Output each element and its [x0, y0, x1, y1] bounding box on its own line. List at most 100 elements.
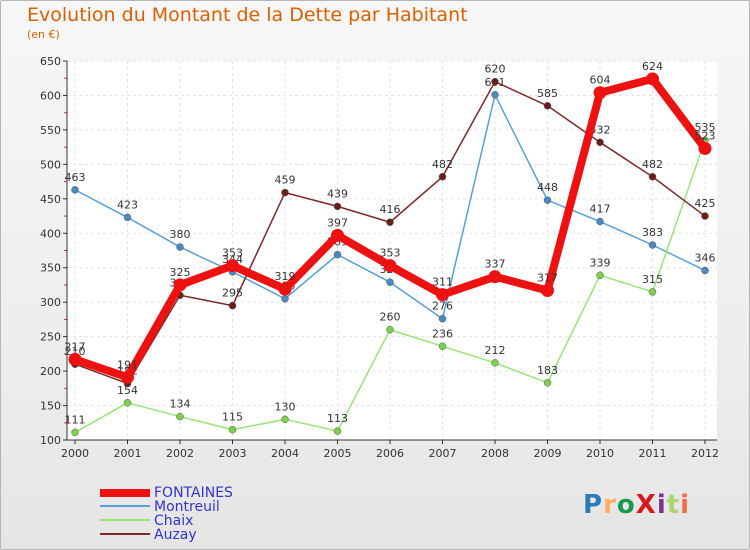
y-tick-label: 550 [40, 124, 61, 137]
y-tick-label: 400 [40, 227, 61, 240]
data-label-chaix: 115 [222, 411, 243, 424]
logo-letter: i [680, 490, 691, 520]
x-tick-label: 2010 [586, 447, 614, 460]
data-point-chaix [333, 427, 342, 435]
data-label-montreuil: 383 [642, 226, 663, 239]
data-point-montreuil [176, 243, 184, 251]
x-tick-label: 2009 [534, 447, 562, 460]
data-label-fontaines: 523 [695, 130, 716, 143]
data-point-auzay [386, 218, 394, 226]
data-point-chaix [386, 325, 394, 334]
y-tick-label: 200 [40, 365, 61, 378]
logo-letter: i [656, 490, 667, 520]
data-point-chaix [438, 342, 447, 351]
legend-label-montreuil: Montreuil [154, 499, 220, 515]
data-point-chaix [491, 359, 499, 367]
data-label-fontaines: 353 [380, 247, 401, 260]
data-label-chaix: 236 [432, 327, 453, 340]
data-label-auzay: 482 [642, 158, 663, 171]
logo-letter: X [635, 490, 657, 520]
x-tick-label: 2006 [376, 447, 404, 460]
y-tick-label: 450 [40, 193, 61, 206]
data-label-auzay: 210 [65, 345, 86, 358]
data-label-fontaines: 325 [170, 266, 191, 279]
data-label-montreuil: 463 [65, 171, 86, 184]
data-label-chaix: 154 [117, 384, 138, 397]
data-label-montreuil: 448 [537, 181, 558, 194]
y-tick-label: 500 [40, 158, 61, 171]
data-label-fontaines: 191 [117, 358, 138, 371]
data-point-fontaines [646, 72, 659, 86]
data-label-auzay: 585 [537, 87, 558, 100]
data-point-fontaines [488, 270, 502, 284]
data-point-fontaines [121, 370, 134, 384]
data-label-auzay: 459 [275, 174, 296, 187]
data-point-auzay [333, 202, 342, 211]
data-point-fontaines [278, 282, 292, 296]
legend-swatch-fontaines [100, 489, 150, 497]
legend-swatch-montreuil [100, 505, 150, 507]
legend-swatch-chaix [100, 519, 150, 521]
data-point-chaix [281, 415, 289, 424]
x-tick-label: 2004 [271, 447, 299, 460]
data-point-montreuil [543, 196, 552, 204]
data-point-fontaines [226, 259, 239, 273]
legend-swatch-auzay [100, 533, 150, 535]
data-label-chaix: 183 [537, 364, 558, 377]
data-point-fontaines [173, 278, 187, 292]
data-label-fontaines: 604 [590, 74, 611, 87]
data-point-montreuil [333, 250, 342, 259]
data-point-auzay [648, 173, 657, 181]
data-point-auzay [491, 77, 499, 86]
x-tick-label: 2012 [691, 447, 719, 460]
data-label-chaix: 130 [275, 400, 296, 413]
data-label-fontaines: 624 [642, 60, 663, 73]
data-label-chaix: 260 [380, 311, 401, 324]
data-label-fontaines: 353 [222, 247, 243, 260]
data-label-chaix: 535 [695, 121, 716, 134]
data-point-auzay [596, 138, 604, 147]
data-point-chaix [596, 271, 604, 280]
data-label-auzay: 482 [432, 158, 453, 171]
data-label-chaix: 339 [590, 256, 611, 269]
data-label-chaix: 315 [642, 273, 663, 286]
data-label-montreuil: 423 [117, 198, 138, 211]
data-point-montreuil [491, 91, 499, 99]
data-point-auzay [281, 188, 289, 197]
plot-area [67, 61, 717, 440]
legend-label-fontaines: FONTAINES [154, 485, 233, 501]
data-point-auzay [543, 102, 552, 110]
x-tick-label: 2005 [324, 447, 352, 460]
data-label-auzay: 295 [222, 287, 243, 300]
data-label-montreuil: 346 [695, 251, 716, 264]
logo-letter: r [603, 490, 617, 520]
proxiti-logo: ProXiti [583, 490, 690, 520]
data-point-chaix [71, 428, 79, 437]
logo-letter: t [666, 490, 681, 520]
legend-item-chaix: Chaix [100, 514, 360, 529]
data-label-chaix: 134 [170, 398, 191, 411]
data-label-montreuil: 417 [590, 203, 611, 216]
data-label-fontaines: 397 [327, 216, 348, 229]
data-point-montreuil [701, 266, 709, 275]
data-label-fontaines: 317 [537, 271, 558, 284]
data-label-auzay: 425 [695, 197, 716, 210]
x-tick-label: 2011 [639, 447, 667, 460]
data-point-chaix [228, 425, 237, 434]
data-label-chaix: 113 [327, 412, 348, 425]
data-label-fontaines: 337 [485, 258, 506, 271]
y-tick-label: 250 [40, 331, 61, 344]
legend-label-chaix: Chaix [154, 513, 194, 529]
data-point-fontaines [331, 228, 344, 242]
legend-label-auzay: Auzay [154, 527, 197, 543]
data-point-auzay [228, 301, 237, 310]
logo-letter: P [583, 490, 604, 520]
data-point-fontaines [541, 283, 554, 297]
data-label-chaix: 212 [485, 344, 506, 357]
chart-unit-label: (en €) [27, 28, 60, 41]
data-point-fontaines [593, 86, 607, 100]
data-point-chaix [123, 399, 132, 407]
x-tick-label: 2001 [114, 447, 142, 460]
x-tick-label: 2002 [166, 447, 194, 460]
data-point-montreuil [71, 186, 79, 194]
